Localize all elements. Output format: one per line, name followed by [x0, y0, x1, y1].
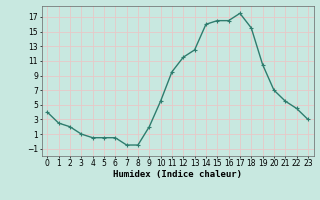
X-axis label: Humidex (Indice chaleur): Humidex (Indice chaleur)	[113, 170, 242, 179]
